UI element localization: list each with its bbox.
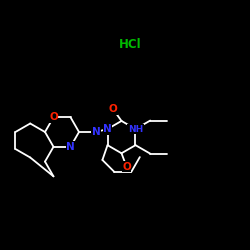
Text: N: N [66, 142, 75, 152]
Text: O: O [49, 112, 58, 122]
Text: NH: NH [128, 124, 143, 134]
Text: HCl: HCl [119, 38, 141, 52]
Text: O: O [122, 162, 131, 172]
Text: N: N [92, 127, 100, 137]
Text: O: O [108, 104, 118, 114]
Text: N: N [103, 124, 112, 134]
